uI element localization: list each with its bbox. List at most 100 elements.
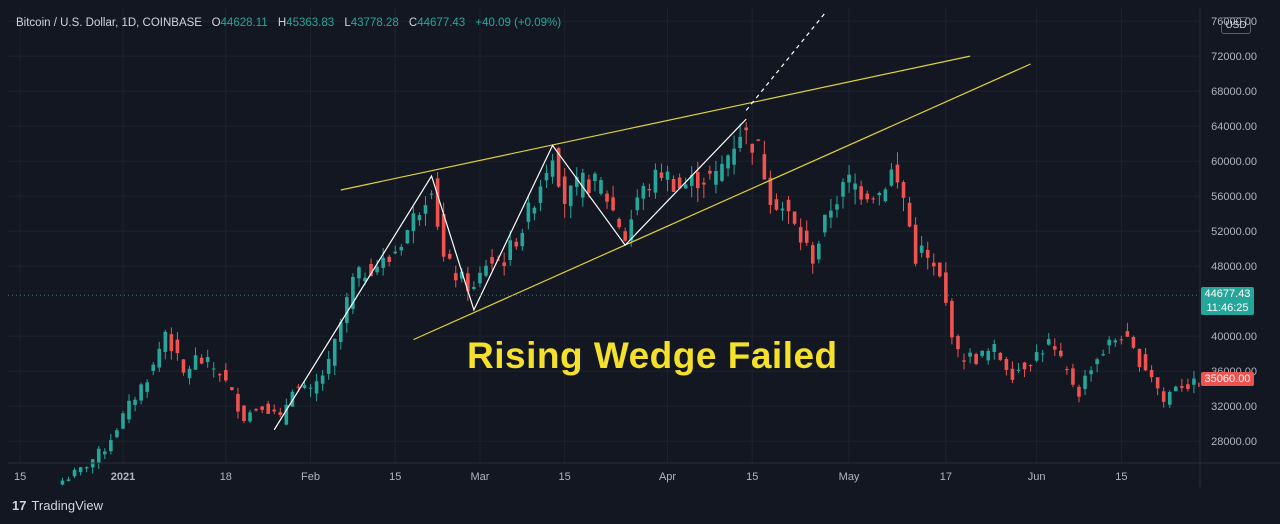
candle-body: [163, 331, 168, 352]
candle-body: [944, 272, 948, 303]
candle-body: [853, 183, 857, 190]
candle-body: [895, 164, 900, 183]
high-value: 45363.83: [286, 17, 335, 29]
zigzag-line: [273, 118, 747, 431]
candle-body: [230, 387, 234, 390]
projection-dashed-line: [745, 12, 826, 111]
marker-price-label: 35060.00: [1204, 373, 1251, 386]
candle-body: [1155, 377, 1160, 389]
candle-body: [211, 368, 216, 370]
candle-body: [145, 382, 149, 392]
y-tick-label: 28000.00: [1211, 436, 1257, 448]
candle-body: [466, 273, 470, 292]
candle-body: [950, 300, 954, 338]
candle-body: [901, 182, 906, 198]
candle-body: [599, 180, 603, 194]
candle-body: [919, 245, 924, 253]
candle-body: [786, 199, 791, 212]
candle-body: [526, 202, 531, 222]
candle-body: [556, 148, 561, 187]
high-label: H: [277, 17, 287, 29]
candle-body: [224, 369, 228, 381]
candle-body: [641, 185, 646, 199]
currency-button[interactable]: USD: [1221, 17, 1251, 34]
candle-body: [720, 163, 724, 181]
candle-body: [1119, 339, 1124, 341]
candle-body: [574, 176, 579, 187]
candle-body: [121, 413, 125, 429]
candle-body: [1161, 391, 1166, 402]
candle-body: [266, 403, 270, 414]
y-tick-label: 56000.00: [1211, 191, 1257, 203]
candle-body: [605, 193, 609, 202]
candle-body: [587, 179, 591, 193]
candle-body: [1095, 359, 1099, 365]
candle-body: [290, 391, 295, 407]
candle-body: [768, 177, 773, 205]
candle-body: [974, 354, 978, 364]
y-tick-label: 32000.00: [1211, 401, 1257, 413]
candle-body: [689, 175, 694, 186]
candle-body: [635, 197, 640, 211]
candle-body: [931, 262, 936, 267]
tradingview-logo[interactable]: 17 TradingView: [12, 498, 103, 513]
candle-body: [1040, 353, 1045, 355]
candle-body: [133, 399, 137, 405]
candle-body: [1137, 348, 1142, 368]
candle-body: [490, 257, 494, 264]
candle-body: [181, 359, 186, 373]
ohlc-legend: Bitcoin / U.S. Dollar, 1D, COINBASE O446…: [16, 17, 561, 29]
candle-body: [429, 193, 434, 195]
candle-body: [472, 286, 476, 289]
candle-body: [60, 480, 65, 485]
candle-body: [1167, 391, 1172, 405]
candle-body: [665, 171, 670, 180]
candle-body: [835, 204, 839, 210]
candle-body: [829, 210, 833, 218]
candle-body: [1180, 386, 1184, 388]
y-tick-label: 72000.00: [1211, 51, 1257, 63]
price-axis-panel: [1200, 8, 1280, 463]
y-tick-label: 68000.00: [1211, 86, 1257, 98]
change-value: +40.09 (+0.09%): [475, 17, 562, 29]
candle-body: [405, 230, 410, 244]
candle-body: [798, 227, 803, 243]
candle-body: [1034, 352, 1039, 361]
candle-body: [278, 412, 283, 415]
candle-body: [629, 219, 634, 241]
x-tick-label: 2021: [111, 471, 135, 483]
candle-body: [308, 387, 313, 389]
candle-body: [109, 440, 113, 452]
candle-body: [435, 178, 440, 227]
x-tick-label: 15: [389, 471, 401, 483]
y-tick-label: 48000.00: [1211, 261, 1257, 273]
x-tick-label: Feb: [301, 471, 320, 483]
countdown-label: 11:46:25: [1206, 302, 1249, 315]
candle-body: [925, 249, 930, 258]
candle-body: [683, 184, 688, 189]
candle-body: [447, 253, 452, 259]
candle-body: [544, 173, 549, 181]
wedge-annotation: Rising Wedge Failed: [467, 335, 838, 376]
candle-body: [151, 364, 156, 371]
zigzag-path: [273, 118, 747, 431]
grid: [8, 8, 1200, 463]
candle-body: [938, 262, 942, 277]
candle-body: [1083, 375, 1087, 389]
low-value: 43778.28: [350, 17, 399, 29]
candle-body: [387, 256, 391, 263]
marker-price-badge: 35060.00: [1201, 372, 1254, 387]
candle-body: [1046, 339, 1051, 345]
candle-body: [1052, 346, 1057, 350]
candle-body: [1028, 365, 1033, 367]
x-axis: 15 2021 18 Feb 15 Mar 15 Apr 15 May 17 Jun 15: [14, 471, 1127, 483]
candle-body: [1059, 350, 1063, 357]
candle-body: [907, 202, 912, 227]
candle-body: [272, 409, 277, 412]
symbol-title: Bitcoin / U.S. Dollar, 1D, COINBASE: [16, 17, 202, 29]
candle-body: [702, 182, 706, 185]
candle-body: [956, 336, 960, 350]
candle-body: [810, 245, 815, 264]
candle-body: [1022, 362, 1027, 370]
